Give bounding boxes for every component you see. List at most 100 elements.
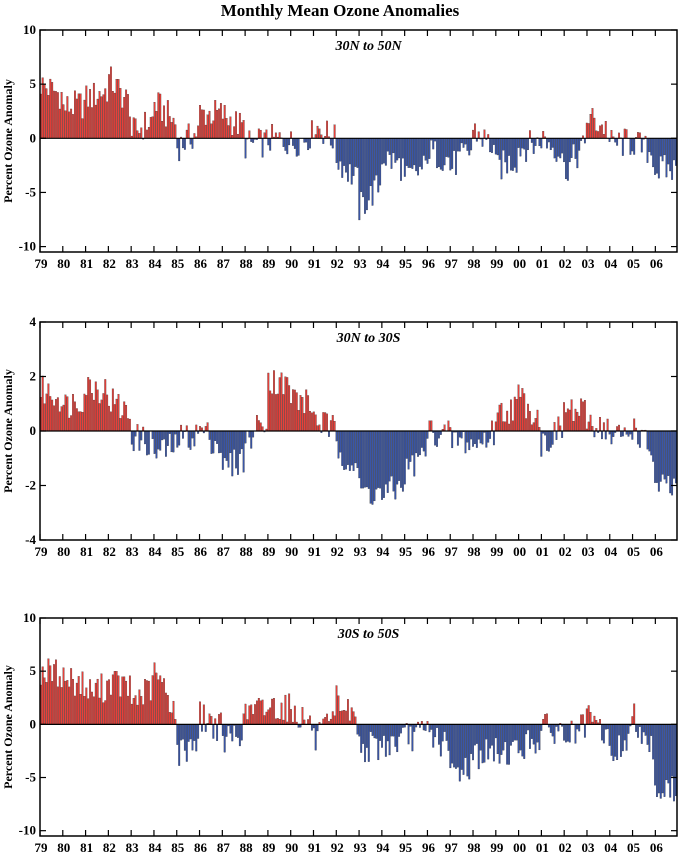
bar (199, 105, 201, 139)
x-tick-label: 03 (581, 544, 595, 559)
bar (121, 107, 124, 139)
bar (466, 138, 469, 151)
bar (343, 710, 346, 725)
y-tick-label: 0 (30, 130, 37, 145)
bar (470, 724, 473, 754)
bar (384, 430, 387, 485)
bar (331, 138, 334, 149)
x-tick-label: 95 (399, 544, 413, 559)
bar (583, 138, 586, 144)
bar (106, 394, 109, 432)
bar (523, 724, 526, 759)
bar (263, 715, 266, 725)
bar (472, 430, 474, 447)
bar (508, 423, 510, 432)
bar (96, 678, 99, 725)
bar (134, 430, 137, 437)
bar (170, 430, 173, 453)
bar (511, 138, 514, 171)
bar (360, 724, 363, 753)
bar (229, 430, 232, 454)
bar (127, 94, 129, 139)
bar (606, 418, 609, 432)
bar (544, 430, 547, 436)
bar (604, 430, 607, 440)
bar (542, 131, 545, 139)
bar (295, 138, 298, 157)
bar (104, 379, 107, 432)
bar (553, 138, 556, 159)
bar (343, 138, 346, 166)
bar (174, 124, 177, 139)
bar (98, 403, 101, 432)
bar (60, 406, 63, 432)
bar (373, 430, 376, 502)
bar (134, 695, 137, 725)
y-tick-label: -4 (25, 532, 36, 547)
bar (132, 430, 135, 452)
bar (187, 123, 190, 139)
bar (599, 416, 601, 432)
bar (398, 430, 401, 481)
bar (307, 395, 310, 432)
bar (140, 696, 143, 725)
bar (618, 132, 620, 139)
bar (367, 430, 370, 489)
bar (468, 138, 471, 156)
bar (549, 430, 552, 448)
bar (409, 430, 412, 462)
bar (96, 389, 99, 432)
bar (267, 709, 270, 725)
bar (407, 430, 410, 470)
bar (553, 422, 556, 432)
bar (570, 138, 573, 158)
bar (367, 138, 370, 201)
bar (534, 724, 537, 754)
x-tick-label: 87 (217, 256, 231, 271)
bar (326, 713, 328, 725)
bar (405, 430, 408, 459)
bar (172, 117, 175, 139)
bar (375, 724, 378, 739)
bar (381, 430, 383, 500)
bar (460, 430, 463, 439)
bar (288, 693, 291, 725)
bar (233, 430, 236, 450)
bar (166, 430, 169, 446)
bar (100, 96, 103, 139)
bar (89, 379, 92, 432)
bar (576, 411, 579, 432)
bar (259, 422, 262, 432)
bar (263, 132, 266, 139)
bar (445, 724, 448, 741)
y-tick-label: 10 (23, 22, 36, 37)
bar (392, 724, 395, 737)
bar (546, 138, 548, 149)
bar (43, 84, 46, 139)
bar (547, 430, 550, 452)
x-tick-label: 99 (490, 256, 504, 271)
bar (646, 430, 649, 450)
bar (665, 724, 668, 781)
bar (470, 138, 473, 151)
bar (468, 430, 471, 451)
bar (439, 138, 442, 170)
bar (221, 430, 224, 470)
bar (384, 724, 387, 757)
bar (407, 724, 410, 745)
bar (578, 724, 581, 732)
bar (439, 724, 442, 757)
bar (601, 124, 603, 139)
bar (356, 430, 359, 469)
bar (451, 430, 454, 449)
bar (87, 698, 90, 725)
x-tick-label: 00 (513, 840, 526, 855)
bar (280, 372, 283, 432)
bar (191, 138, 194, 149)
bar (390, 138, 393, 169)
bar (583, 724, 586, 738)
bar (451, 724, 454, 764)
bar (72, 394, 74, 432)
bar (91, 393, 93, 432)
x-tick-label: 96 (422, 840, 436, 855)
